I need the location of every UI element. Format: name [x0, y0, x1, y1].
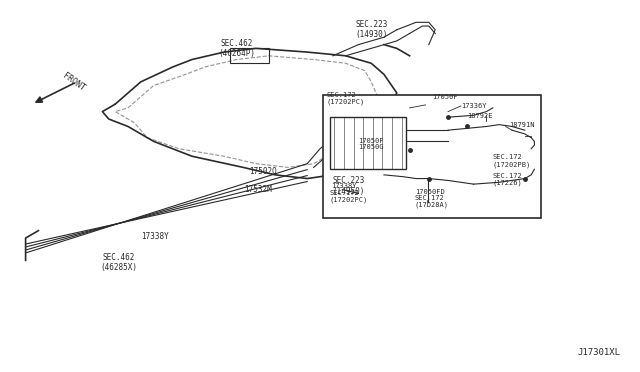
Text: SEC.172
(17226): SEC.172 (17226): [493, 173, 522, 186]
Text: 18791N: 18791N: [509, 122, 534, 128]
Text: SEC.172
(17D28A): SEC.172 (17D28A): [415, 195, 449, 208]
Text: SEC.172
(17202PB): SEC.172 (17202PB): [493, 154, 531, 168]
Text: SEC.172
(17202PC): SEC.172 (17202PC): [330, 190, 368, 203]
Text: SEC.223
(14950): SEC.223 (14950): [333, 176, 365, 196]
Text: FRONT: FRONT: [61, 71, 86, 93]
Text: 17050G: 17050G: [358, 144, 384, 150]
Text: 17050FD: 17050FD: [415, 189, 444, 195]
Text: J17301XL: J17301XL: [578, 348, 621, 357]
Bar: [323, 95, 541, 218]
Text: SEC.223
(14930): SEC.223 (14930): [355, 20, 387, 39]
Text: 17336Y: 17336Y: [461, 103, 486, 109]
Text: 17338Y: 17338Y: [141, 232, 168, 241]
Text: 17050F: 17050F: [432, 94, 458, 100]
Bar: [330, 117, 406, 169]
Text: 18792E: 18792E: [467, 113, 493, 119]
Text: 17050F: 17050F: [358, 138, 384, 144]
Bar: [230, 48, 269, 63]
Text: 17338Y: 17338Y: [331, 183, 356, 189]
Text: SEC.462
(46285X): SEC.462 (46285X): [100, 253, 137, 272]
Text: SEC.172
(17202PC): SEC.172 (17202PC): [326, 92, 365, 105]
Text: SEC.462
(46264P): SEC.462 (46264P): [218, 39, 255, 58]
Text: 17502Q: 17502Q: [250, 167, 277, 176]
Text: 17532M: 17532M: [244, 185, 272, 194]
